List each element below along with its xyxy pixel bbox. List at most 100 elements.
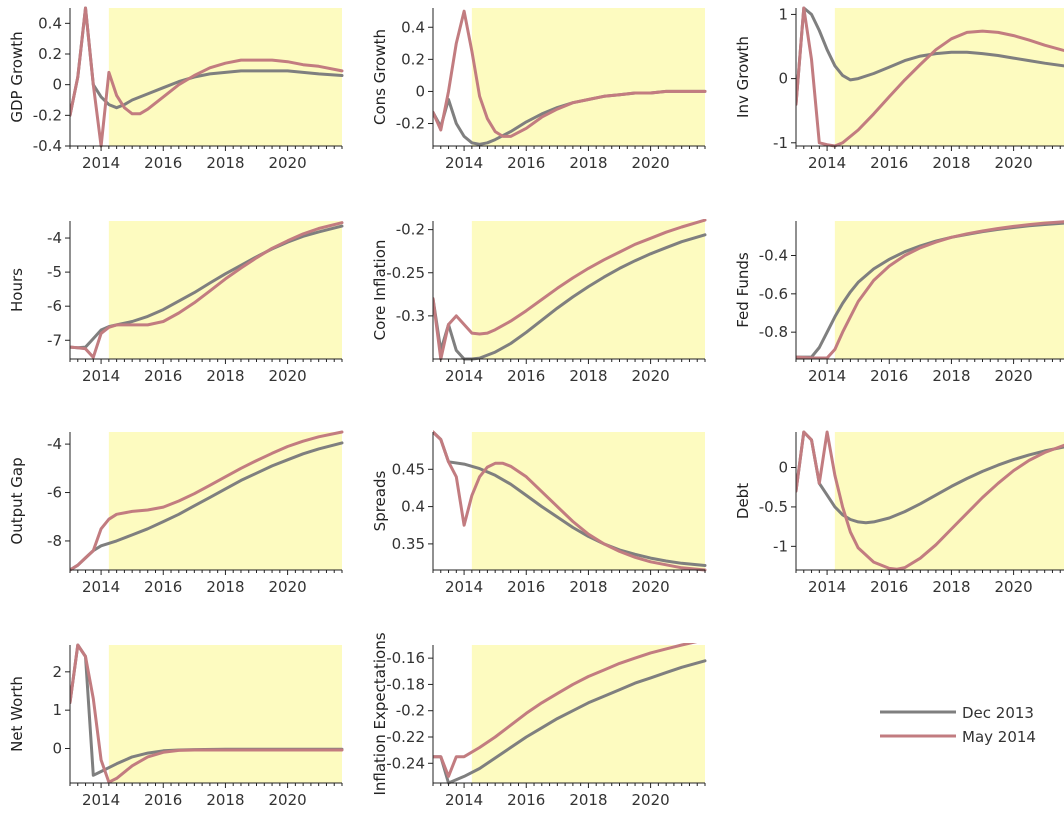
y-tick-label: 0	[778, 458, 788, 476]
y-tick-label: 0.4	[401, 18, 425, 36]
panel-fed-funds: -0.4 -0.6 -0.8 2014 2016 2018 2020 Fed Funds	[734, 220, 1064, 385]
series-line-may-2014	[70, 221, 344, 359]
x-tick-label: 2020	[269, 578, 307, 596]
y-tick-label: 0	[778, 70, 788, 88]
series-line-may-2014	[70, 6, 344, 148]
x-tick-label: 2020	[269, 367, 307, 385]
x-tick-label: 2016	[870, 154, 908, 172]
y-tick-label: -7	[47, 331, 62, 349]
x-tick-label: 2018	[569, 154, 607, 172]
x-tick-label: 2016	[144, 791, 182, 809]
y-axis-label: Output Gap	[8, 457, 26, 544]
x-tick-label: 2018	[569, 578, 607, 596]
y-axis-label: Cons Growth	[371, 29, 389, 125]
panel-gdp-growth: 0.4 0.2 0 -0.2 -0.4 2014 2016 2018 2020 GDP Growt…	[8, 6, 344, 172]
x-tick-label: 2020	[995, 154, 1033, 172]
x-tick-label: 2014	[808, 578, 846, 596]
legend-label-dec-2013: Dec 2013	[962, 704, 1034, 722]
y-tick-label: -0.6	[759, 285, 788, 303]
forecast-shade	[108, 8, 342, 146]
y-axis-label: Inv Growth	[734, 36, 752, 118]
y-tick-label: -0.2	[396, 115, 425, 133]
y-tick-label: 0.2	[38, 45, 62, 63]
x-tick-label: 2020	[995, 578, 1033, 596]
forecast-shade	[471, 8, 705, 146]
x-tick-label: 2016	[507, 367, 545, 385]
y-axis-label: Fed Funds	[734, 252, 752, 328]
panel-cons-growth: 0.4 0.2 0 -0.2 2014 2016 2018 2020 Cons Growth	[371, 8, 707, 172]
y-tick-label: 0	[52, 76, 62, 94]
x-tick-label: 2014	[82, 367, 120, 385]
y-tick-label: -4	[47, 229, 62, 247]
y-tick-label: -0.18	[386, 675, 425, 693]
series-line-may-2014	[433, 430, 707, 572]
forecast-shade	[471, 432, 705, 570]
y-tick-label: 0.4	[401, 498, 425, 516]
x-tick-label: 2018	[206, 154, 244, 172]
panel-output-gap: -4 -6 -8 2014 2016 2018 2020 Output Gap	[8, 430, 344, 596]
y-tick-label: -0.16	[386, 649, 425, 667]
x-tick-label: 2016	[144, 578, 182, 596]
y-axis-label: Debt	[734, 483, 752, 519]
panel-inflation-expectations: -0.16 -0.18 -0.2 -0.22 -0.24 2014 2016 2018 2020…	[371, 632, 707, 809]
x-tick-label: 2018	[932, 367, 970, 385]
y-tick-label: -1	[773, 134, 788, 152]
x-tick-label: 2016	[144, 367, 182, 385]
forecast-shade	[834, 432, 1064, 570]
y-tick-label: -6	[47, 297, 62, 315]
x-tick-label: 2018	[206, 791, 244, 809]
y-tick-label: 1	[778, 5, 788, 23]
x-tick-label: 2014	[808, 154, 846, 172]
x-tick-label: 2018	[206, 367, 244, 385]
x-tick-label: 2020	[632, 578, 670, 596]
panel-debt: 0 -0.5 -1 2014 2016 2018 2020 Debt	[734, 430, 1064, 596]
panel-spreads: 0.45 0.4 0.35 2014 2016 2018 2020 Spreads	[371, 430, 707, 596]
x-tick-label: 2016	[507, 578, 545, 596]
y-axis-label: Inflation Expectations	[371, 632, 389, 795]
x-tick-label: 2016	[870, 367, 908, 385]
x-tick-label: 2014	[82, 154, 120, 172]
y-tick-label: -0.8	[759, 323, 788, 341]
y-tick-label: 0.45	[392, 460, 425, 478]
series-line-may-2014	[796, 220, 1064, 360]
legend: Dec 2013 May 2014	[880, 704, 1036, 746]
x-tick-label: 2016	[507, 154, 545, 172]
y-tick-label: -0.2	[33, 106, 62, 124]
x-tick-label: 2014	[445, 791, 483, 809]
y-tick-label: -0.2	[396, 221, 425, 239]
y-tick-label: -8	[47, 532, 62, 550]
panel-net-worth: 2 1 0 2014 2016 2018 2020 Net Worth	[8, 643, 344, 809]
y-tick-label: 0	[415, 82, 425, 100]
x-tick-label: 2018	[932, 578, 970, 596]
y-tick-label: -0.4	[759, 247, 788, 265]
forecast-shade	[834, 8, 1064, 146]
x-tick-label: 2016	[507, 791, 545, 809]
x-tick-label: 2016	[144, 154, 182, 172]
x-tick-label: 2018	[569, 791, 607, 809]
series-line-may-2014	[70, 643, 344, 784]
panel-hours: -4 -5 -6 -7 2014 2016 2018 2020 Hours	[8, 221, 344, 385]
x-tick-label: 2020	[632, 367, 670, 385]
x-tick-label: 2020	[632, 154, 670, 172]
forecast-shade	[471, 645, 705, 783]
y-tick-label: -0.4	[33, 137, 62, 155]
y-tick-label: -5	[47, 263, 62, 281]
panel-core-inflation: -0.2 -0.25 -0.3 2014 2016 2018 2020 Core Inflat…	[371, 219, 707, 385]
series-line-may-2014	[433, 219, 707, 361]
series-line-may-2014	[796, 430, 1064, 571]
y-tick-label: -0.24	[386, 754, 425, 772]
x-tick-label: 2018	[932, 154, 970, 172]
y-tick-label: -4	[47, 435, 62, 453]
x-tick-label: 2016	[870, 578, 908, 596]
series-line-may-2014	[796, 6, 1064, 148]
y-tick-label: 0.4	[38, 14, 62, 32]
forecast-shade	[108, 645, 342, 783]
x-tick-label: 2018	[206, 578, 244, 596]
x-tick-label: 2014	[82, 791, 120, 809]
series-line-dec-2013	[433, 430, 707, 567]
x-tick-label: 2020	[632, 791, 670, 809]
x-tick-label: 2018	[569, 367, 607, 385]
x-tick-label: 2014	[808, 367, 846, 385]
y-tick-label: -0.22	[386, 728, 425, 746]
